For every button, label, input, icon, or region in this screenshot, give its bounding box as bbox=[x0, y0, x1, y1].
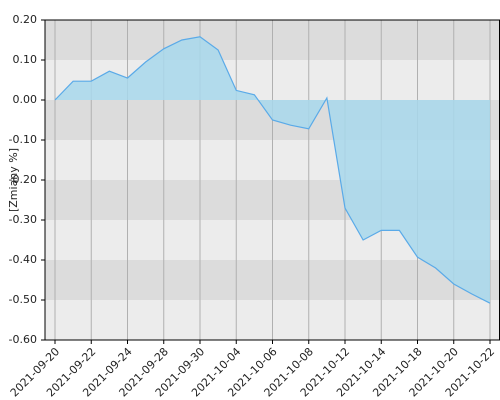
y-tick-label: -0.60 bbox=[9, 333, 37, 346]
y-tick-label: -0.20 bbox=[9, 173, 37, 186]
y-tick-label: 0.20 bbox=[13, 13, 38, 26]
y-tick-label: -0.50 bbox=[9, 293, 37, 306]
area-fill bbox=[55, 36, 490, 304]
y-tick-label: 0.10 bbox=[13, 53, 38, 66]
y-axis-label: [Zmiany %] bbox=[7, 148, 20, 212]
y-tick-label: -0.10 bbox=[9, 133, 37, 146]
area-line bbox=[54, 36, 491, 304]
y-tick-label: -0.40 bbox=[9, 253, 37, 266]
y-tick-label: -0.30 bbox=[9, 213, 37, 226]
y-tick-label: 0.00 bbox=[13, 93, 38, 106]
